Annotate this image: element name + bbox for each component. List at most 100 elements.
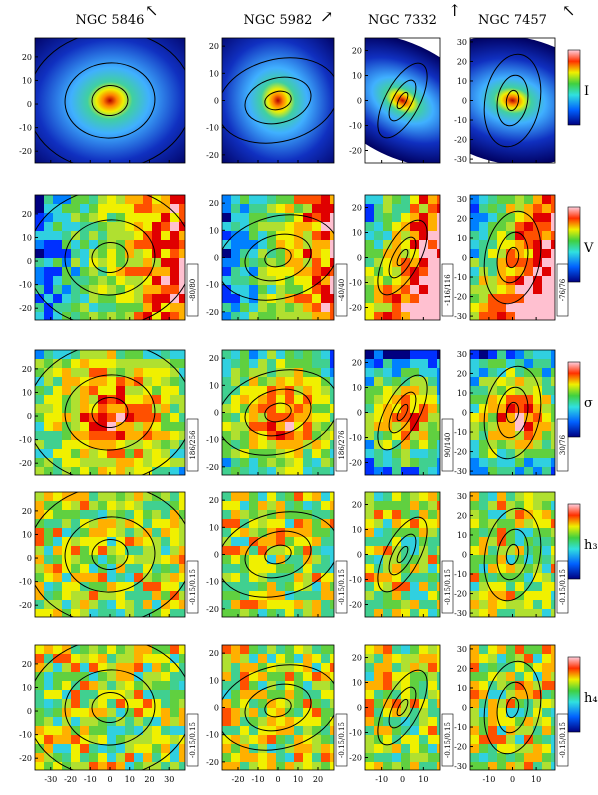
map-tile (365, 726, 374, 735)
y-tick-label: 20 (457, 214, 467, 223)
colorbar (567, 656, 581, 733)
map-tile (44, 492, 53, 501)
map-tile (134, 510, 143, 519)
map-tile (89, 573, 98, 582)
map-tile (437, 591, 440, 600)
map-tile (249, 377, 258, 386)
map-tile (152, 422, 161, 431)
map-tile (294, 303, 303, 312)
map-tile (116, 404, 125, 413)
map-tile (374, 762, 383, 770)
map-tile (419, 458, 428, 467)
map-tile (542, 582, 551, 591)
map-tile (437, 285, 440, 294)
map-tile (267, 555, 276, 564)
map-tile (488, 546, 497, 555)
map-tile (107, 386, 116, 395)
map-tile (294, 735, 303, 744)
map-tile (533, 440, 542, 449)
map-tile (401, 267, 410, 276)
map-tile (312, 546, 321, 555)
y-tick-label: -20 (349, 147, 362, 156)
map-tile (231, 690, 240, 699)
map-tile (321, 195, 330, 204)
map-tile (179, 672, 185, 681)
map-tile (89, 285, 98, 294)
map-tile (267, 449, 276, 458)
map-tile (303, 564, 312, 573)
map-tile (374, 431, 383, 440)
map-tile (303, 404, 312, 413)
map-tile (98, 404, 107, 413)
map-tile (71, 690, 80, 699)
map-tile (303, 386, 312, 395)
map-tile (383, 467, 392, 475)
map-tile (62, 440, 71, 449)
map-tile (80, 519, 89, 528)
map-tile (303, 681, 312, 690)
map-tile (303, 699, 312, 708)
map-tile (134, 672, 143, 681)
map-tile (303, 753, 312, 762)
map-tile (365, 467, 374, 475)
map-tile (179, 368, 185, 377)
map-tile (303, 744, 312, 753)
map-tile (542, 528, 551, 537)
map-tile (497, 449, 506, 458)
map-tile (285, 537, 294, 546)
map-tile (330, 654, 334, 663)
map-tile (515, 303, 524, 312)
map-tile (321, 395, 330, 404)
map-tile (428, 195, 437, 204)
map-tile (321, 690, 330, 699)
y-tick-label: 20 (457, 369, 467, 378)
x-tick-label: 0 (510, 775, 515, 784)
map-tile (428, 600, 437, 609)
map-tile (312, 258, 321, 267)
map-tile (285, 350, 294, 359)
map-tile (374, 492, 383, 501)
y-tick-label: 0 (357, 97, 362, 106)
map-tile (179, 422, 185, 431)
map-tile (116, 492, 125, 501)
map-tile (89, 726, 98, 735)
map-tile (392, 699, 401, 708)
map-tile (35, 449, 44, 458)
map-tile (401, 312, 410, 320)
map-tile (53, 404, 62, 413)
map-tile (107, 735, 116, 744)
map-tile (80, 458, 89, 467)
map-tile (258, 501, 267, 510)
map-tile (107, 762, 116, 770)
map-tile (53, 564, 62, 573)
map-tile (116, 195, 125, 204)
map-tile (222, 510, 231, 519)
map-tile (107, 582, 116, 591)
map-tile (143, 431, 152, 440)
map-tile (152, 528, 161, 537)
map-tile (551, 708, 555, 717)
map-tile (116, 267, 125, 276)
map-tile (161, 395, 170, 404)
map-tile (44, 609, 53, 617)
map-tile (437, 510, 440, 519)
map-tile (551, 582, 555, 591)
map-tile (89, 501, 98, 510)
map-tile (479, 501, 488, 510)
map-tile (515, 222, 524, 231)
map-tile (410, 285, 419, 294)
map-tile (240, 546, 249, 555)
map-tile (419, 294, 428, 303)
map-tile (294, 413, 303, 422)
map-tile (392, 492, 401, 501)
map-tile (107, 467, 116, 475)
map-tile (383, 672, 392, 681)
map-tile (392, 510, 401, 519)
map-tile (44, 312, 53, 320)
map-tile (401, 501, 410, 510)
map-tile (258, 303, 267, 312)
map-tile (410, 377, 419, 386)
map-tile (374, 458, 383, 467)
map-tile (410, 582, 419, 591)
map-tile (35, 645, 44, 654)
